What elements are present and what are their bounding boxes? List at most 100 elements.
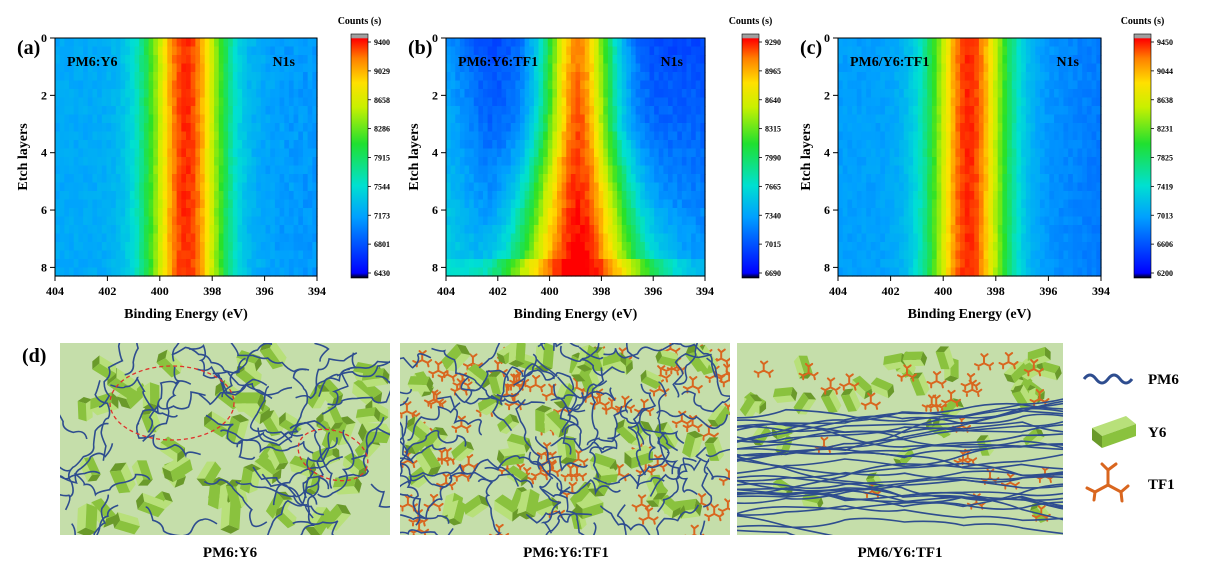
heatmap-cell [960, 165, 966, 175]
heatmap-cell [931, 216, 938, 226]
heatmap-cell [515, 89, 521, 99]
heatmap-cell [265, 38, 271, 48]
heatmap-cell [143, 46, 150, 56]
heatmap-cell [101, 182, 108, 192]
heatmap-cell [941, 123, 947, 133]
heatmap-cell [561, 46, 567, 56]
heatmap-cell [570, 106, 577, 116]
heatmap-cell [589, 199, 595, 209]
heatmap-cell [903, 63, 910, 73]
heatmap-cell [134, 208, 140, 218]
heatmap-cell [515, 148, 521, 158]
heatmap-cell [176, 182, 182, 192]
heatmap-cell [538, 46, 544, 56]
heatmap-cell [1011, 250, 1018, 260]
heatmap-cell [293, 208, 299, 218]
heatmap-cell [621, 199, 627, 209]
heatmap-cell [265, 157, 271, 167]
heatmap-cell [889, 242, 895, 252]
heatmap-cell [635, 97, 641, 107]
heatmap-cell [941, 63, 947, 73]
heatmap-cell [644, 191, 651, 201]
heatmap-cell [171, 131, 178, 141]
heatmap-cell [543, 72, 549, 82]
heatmap-cell [223, 55, 229, 65]
heatmap-cell [218, 55, 225, 65]
heatmap-cell [1082, 148, 1088, 158]
heatmap-cell [899, 140, 905, 150]
heatmap-cell [1054, 123, 1060, 133]
heatmap-cell [538, 191, 544, 201]
heatmap-cell [487, 140, 493, 150]
heatmap-cell [483, 225, 489, 235]
heatmap-cell [584, 165, 590, 175]
heatmap-cell [894, 199, 900, 209]
heatmap-cell [204, 182, 210, 192]
heatmap-cell [589, 123, 595, 133]
heatmap-cell [978, 38, 985, 48]
heatmap-cell [139, 233, 145, 243]
heatmap-cell [134, 242, 140, 252]
heatmap-cell [861, 131, 867, 141]
heatmap-cell [190, 55, 196, 65]
heatmap-cell [1063, 157, 1069, 167]
heatmap-cell [1049, 242, 1055, 252]
heatmap-cell [265, 80, 271, 90]
colorbar-tick-label: 8640 [765, 96, 781, 105]
heatmap-cell [1016, 38, 1022, 48]
heatmap-cell [1039, 55, 1046, 65]
y-axis-title: Etch layers [799, 123, 814, 191]
heatmap-cell [894, 89, 900, 99]
heatmap-cell [92, 80, 98, 90]
heatmap-cell [538, 148, 544, 158]
heatmap-cell [478, 89, 484, 99]
heatmap-cell [260, 250, 267, 260]
heatmap-cell [515, 140, 521, 150]
heatmap-cell [547, 250, 553, 260]
heatmap-cell [936, 267, 942, 277]
heatmap-cell [997, 114, 1003, 124]
heatmap-cell [55, 72, 61, 82]
heatmap-cell [677, 89, 683, 99]
heatmap-cell [889, 174, 895, 184]
heatmap-cell [153, 72, 159, 82]
heatmap-cell [978, 157, 985, 167]
heatmap-cell [931, 208, 938, 218]
heatmap-cell [1025, 191, 1032, 201]
heatmap-cell [455, 216, 461, 226]
heatmap-cell [464, 191, 470, 201]
y6-block-front [109, 470, 131, 494]
heatmap-cell [1039, 148, 1046, 158]
heatmap-cell [1096, 80, 1102, 90]
heatmap-cell [223, 46, 229, 56]
heatmap-cell [157, 97, 164, 107]
heatmap-cell [459, 242, 466, 252]
heatmap-cell [1025, 242, 1032, 252]
heatmap-cell [515, 267, 521, 277]
heatmap-cell [852, 157, 858, 167]
heatmap-cell [589, 140, 595, 150]
heatmap-cell [186, 174, 192, 184]
heatmap-cell [473, 38, 479, 48]
heatmap-cell [73, 225, 79, 235]
heatmap-cell [594, 157, 600, 167]
heatmap-cell [153, 225, 159, 235]
heatmap-cell [533, 106, 540, 116]
heatmap-cell [533, 250, 540, 260]
y6-block-front [265, 492, 284, 519]
heatmap-cell [603, 233, 609, 243]
plot-frame [445, 37, 706, 277]
heatmap-cell [852, 250, 858, 260]
heatmap-cell [1044, 55, 1050, 65]
heatmap-cell [218, 38, 225, 48]
heatmap-cell [186, 106, 192, 116]
y6-block-top [327, 512, 351, 531]
heatmap-cell [635, 259, 641, 269]
heatmap-cell [908, 106, 914, 116]
heatmap-cell [668, 259, 674, 269]
x-tick-label: 396 [1039, 284, 1057, 298]
heatmap-cell [870, 191, 877, 201]
heatmap-cell [298, 242, 304, 252]
heatmap-cell [148, 80, 154, 90]
